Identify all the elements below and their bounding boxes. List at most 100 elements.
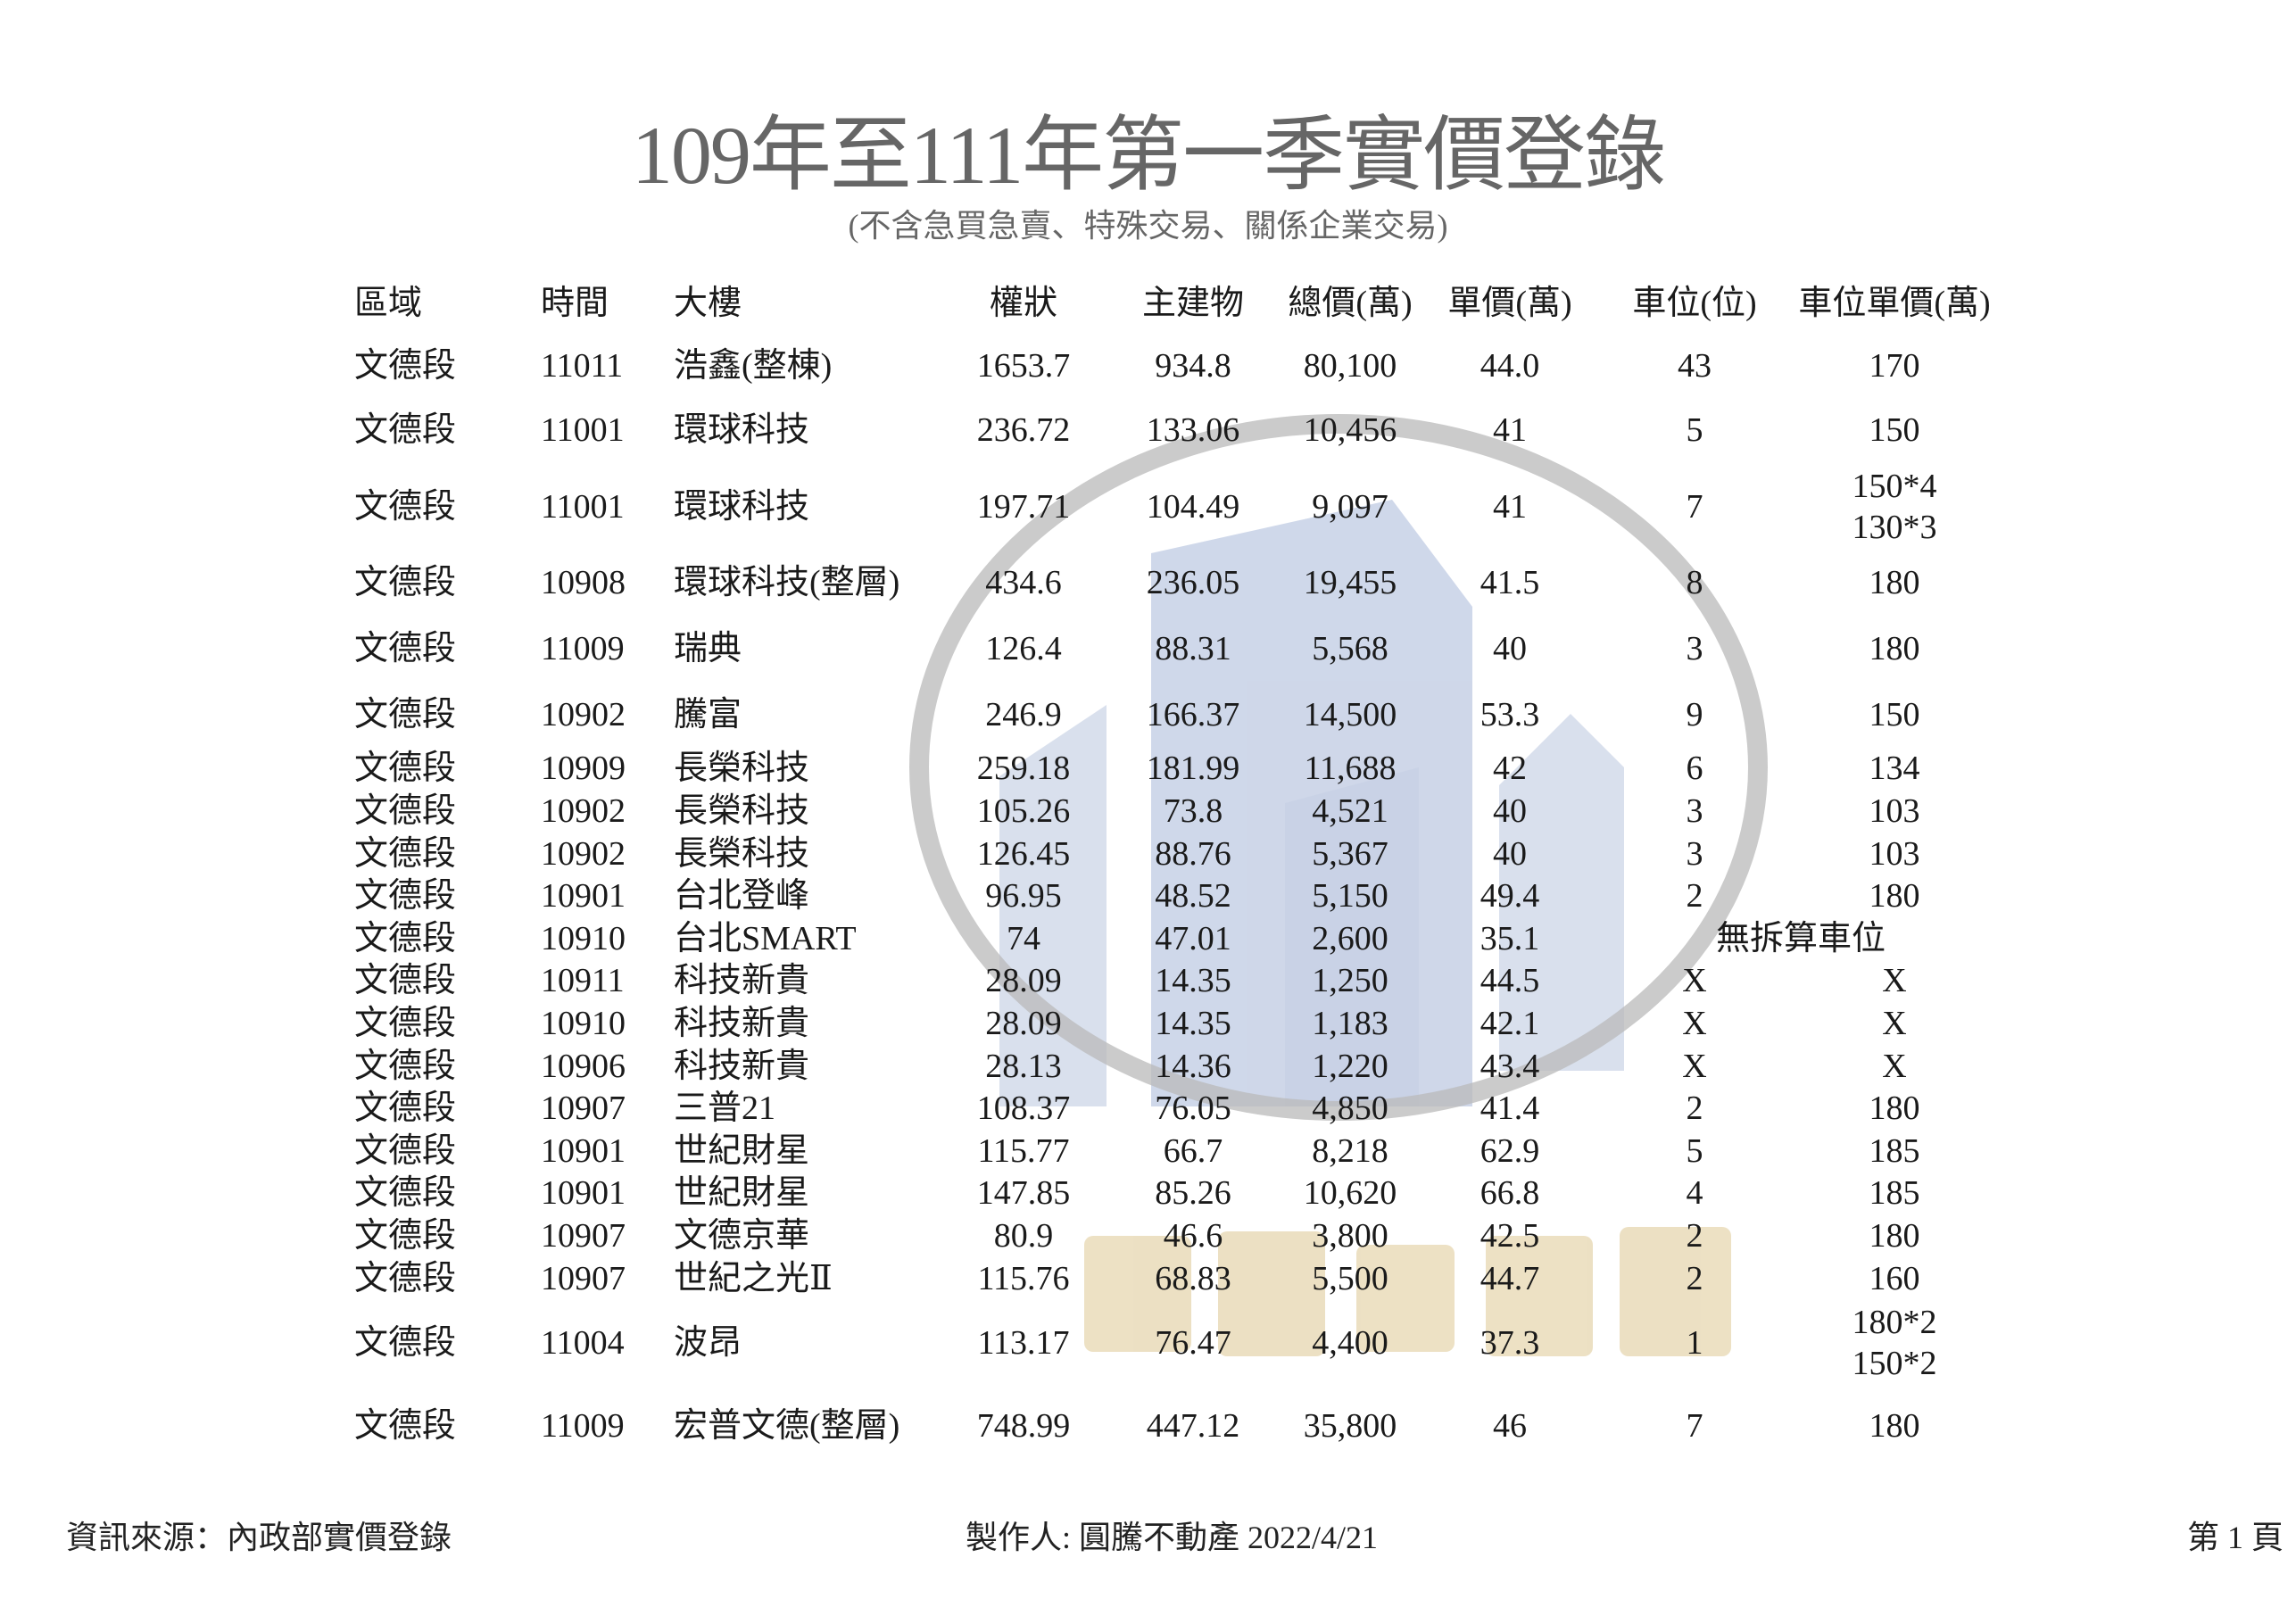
cell-parking-count: 2 [1686,1217,1703,1255]
cell-building: 環球科技 [674,488,810,526]
cell-area: 文德段 [354,1260,457,1297]
cell-deed-area: 126.4 [985,630,1062,667]
cell-area: 文德段 [354,1174,457,1212]
cell-parking-count: X [1682,962,1707,999]
cell-total-price: 4,521 [1312,792,1388,830]
cell-area: 文德段 [354,1132,457,1170]
cell-deed-area: 80.9 [993,1217,1054,1255]
header-parking-count: 車位(位) [1632,285,1757,322]
cell-building: 科技新貴 [674,1048,810,1085]
cell-parking-price-2: 130*3 [1852,509,1937,546]
cell-unit-price: 42.5 [1480,1217,1540,1255]
cell-area: 文德段 [354,1217,457,1255]
cell-area: 文德段 [354,792,457,830]
cell-unit-price: 37.3 [1480,1324,1540,1362]
cell-deed-area: 434.6 [985,564,1062,601]
cell-main-building-area: 76.47 [1155,1324,1231,1362]
header-area: 區域 [354,285,423,322]
footer-source: 資訊來源：內政部實價登錄 [66,1520,452,1555]
cell-time: 10910 [541,1005,626,1042]
cell-unit-price: 42 [1493,750,1527,787]
cell-parking-count: 2 [1686,1260,1703,1297]
cell-area: 文德段 [354,488,457,526]
cell-main-building-area: 85.26 [1155,1174,1231,1212]
cell-total-price: 2,600 [1312,920,1388,957]
cell-building: 長榮科技 [674,835,810,873]
cell-deed-area: 197.71 [976,488,1071,526]
cell-unit-price: 49.4 [1480,877,1540,915]
cell-parking-count: 2 [1686,1090,1703,1127]
cell-unit-price: 41 [1493,488,1527,526]
cell-time: 11004 [541,1324,625,1362]
cell-total-price: 5,500 [1312,1260,1388,1297]
cell-parking-count: 6 [1686,750,1703,787]
cell-unit-price: 41.5 [1480,564,1540,601]
cell-main-building-area: 46.6 [1163,1217,1223,1255]
footer-page-number: 第 1 頁 [2186,1520,2284,1555]
header-main-building-area: 主建物 [1141,285,1245,322]
cell-area: 文德段 [354,750,457,787]
cell-time: 10901 [541,1174,626,1212]
cell-time: 10908 [541,564,626,601]
cell-parking-count: 9 [1686,696,1703,733]
cell-deed-area: 28.09 [985,962,1062,999]
cell-total-price: 80,100 [1303,347,1397,385]
cell-deed-area: 126.45 [976,835,1071,873]
cell-main-building-area: 68.83 [1155,1260,1231,1297]
cell-time: 11001 [541,488,625,526]
cell-building: 世紀財星 [674,1174,810,1212]
cell-parking-price: 185 [1869,1132,1920,1170]
cell-unit-price: 44.7 [1480,1260,1540,1297]
cell-total-price: 35,800 [1303,1407,1397,1445]
header-time: 時間 [541,285,609,322]
cell-deed-area: 108.37 [976,1090,1071,1127]
cell-building: 浩鑫(整棟) [674,347,833,385]
cell-parking-price: 180*2 [1852,1304,1937,1341]
cell-parking-price: 134 [1869,750,1920,787]
cell-building: 三普21 [674,1090,776,1127]
cell-time: 11009 [541,1407,625,1445]
cell-unit-price: 41.4 [1480,1090,1540,1127]
cell-time: 10901 [541,877,626,915]
cell-deed-area: 28.09 [985,1005,1062,1042]
cell-parking-note: 無拆算車位 [1715,920,1886,957]
cell-time: 10907 [541,1217,626,1255]
cell-total-price: 4,400 [1312,1324,1388,1362]
cell-building: 波昂 [674,1324,742,1362]
cell-deed-area: 96.95 [985,877,1062,915]
cell-total-price: 8,218 [1312,1132,1388,1170]
page-title: 109年至111年第一季實價登錄 [631,110,1666,201]
cell-building: 台北SMART [674,920,857,957]
cell-total-price: 9,097 [1312,488,1388,526]
cell-area: 文德段 [354,1048,457,1085]
cell-total-price: 10,620 [1303,1174,1397,1212]
cell-parking-price: 180 [1869,1217,1920,1255]
cell-unit-price: 35.1 [1480,920,1540,957]
cell-parking-price-2: 150*2 [1852,1345,1937,1382]
cell-main-building-area: 88.31 [1155,630,1231,667]
cell-deed-area: 1653.7 [976,347,1071,385]
cell-area: 文德段 [354,835,457,873]
cell-building: 長榮科技 [674,750,810,787]
cell-parking-price: X [1882,1005,1907,1042]
cell-time: 10902 [541,835,626,873]
cell-parking-count: 43 [1678,347,1712,385]
cell-area: 文德段 [354,1090,457,1127]
cell-main-building-area: 73.8 [1163,792,1223,830]
cell-parking-price: 150 [1869,696,1920,733]
cell-area: 文德段 [354,696,457,733]
cell-total-price: 1,250 [1312,962,1388,999]
cell-parking-count: 5 [1686,1132,1703,1170]
cell-main-building-area: 447.12 [1146,1407,1240,1445]
header-deed-area: 權狀 [989,285,1058,322]
cell-main-building-area: 181.99 [1146,750,1240,787]
cell-parking-price: 150 [1869,411,1920,449]
cell-time: 10906 [541,1048,626,1085]
cell-parking-count: 2 [1686,877,1703,915]
cell-deed-area: 28.13 [985,1048,1062,1085]
cell-unit-price: 44.5 [1480,962,1540,999]
cell-main-building-area: 14.36 [1155,1048,1231,1085]
cell-time: 11011 [541,347,624,385]
cell-main-building-area: 934.8 [1155,347,1231,385]
cell-parking-count: 7 [1686,1407,1703,1445]
